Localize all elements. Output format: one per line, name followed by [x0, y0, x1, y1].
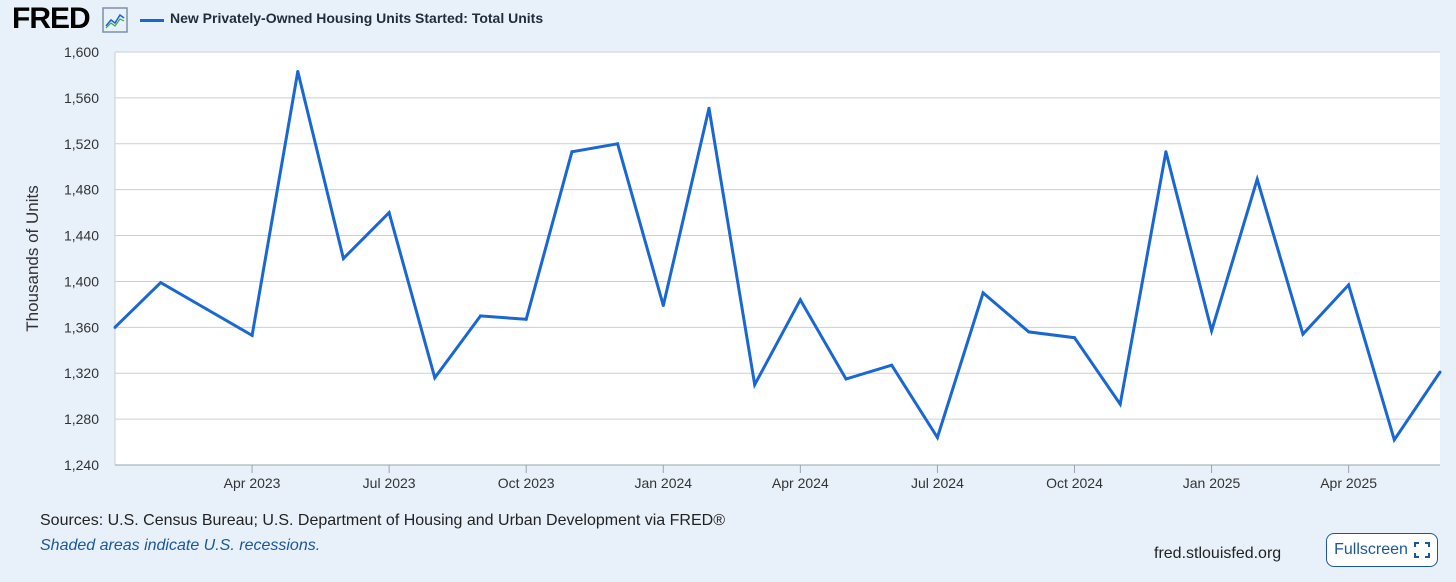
data-point [753, 383, 757, 387]
data-point [479, 314, 483, 318]
y-tick-label: 1,240 [64, 457, 99, 473]
data-point [661, 304, 665, 308]
data-point [844, 377, 848, 381]
data-point [798, 298, 802, 302]
recession-note: Shaded areas indicate U.S. recessions. [40, 537, 321, 554]
data-point [1072, 336, 1076, 340]
data-point [204, 307, 208, 311]
data-point [433, 376, 437, 380]
fullscreen-label: Fullscreen [1334, 541, 1408, 558]
data-point [387, 211, 391, 215]
data-point [296, 70, 300, 74]
data-point [707, 106, 711, 110]
y-axis-label: Thousands of Units [23, 185, 42, 331]
sources-text: Sources: U.S. Census Bureau; U.S. Depart… [40, 512, 725, 529]
x-tick-label: Jan 2025 [1183, 475, 1241, 491]
data-point [981, 291, 985, 295]
data-point [935, 435, 939, 439]
y-tick-label: 1,400 [64, 273, 99, 289]
expand-icon [1413, 542, 1430, 558]
data-point [1164, 150, 1168, 154]
y-tick-label: 1,440 [64, 228, 99, 244]
y-tick-label: 1,360 [64, 319, 99, 335]
data-point [1255, 177, 1259, 181]
y-tick-label: 1,560 [64, 90, 99, 106]
data-point [1210, 329, 1214, 333]
data-point [1347, 283, 1351, 287]
x-tick-label: Oct 2024 [1046, 475, 1103, 491]
data-point [159, 281, 163, 285]
x-tick-label: Apr 2025 [1320, 475, 1377, 491]
x-tick-label: Jan 2024 [634, 475, 692, 491]
site-url[interactable]: fred.stlouisfed.org [1154, 545, 1282, 562]
data-point [1438, 370, 1442, 374]
legend-swatch [140, 19, 164, 22]
line-chart-icon [102, 7, 128, 33]
y-tick-label: 1,600 [64, 44, 99, 60]
chart-header: FRED New Privately-Owned Housing Units S… [0, 0, 1456, 42]
data-point [890, 363, 894, 367]
data-point [1118, 402, 1122, 406]
x-tick-label: Jul 2024 [911, 475, 964, 491]
x-tick-label: Apr 2024 [772, 475, 829, 491]
data-point [341, 257, 345, 260]
data-point [1392, 438, 1396, 442]
fullscreen-button[interactable]: Fullscreen [1326, 533, 1438, 567]
series-line [113, 71, 1442, 444]
y-tick-label: 1,520 [64, 136, 99, 152]
plot-area [115, 52, 1440, 465]
data-point [1301, 332, 1305, 336]
y-tick-label: 1,480 [64, 182, 99, 198]
y-tick-label: 1,280 [64, 411, 99, 427]
legend-label: New Privately-Owned Housing Units Starte… [170, 10, 544, 26]
fred-logo[interactable]: FRED [12, 2, 91, 35]
y-tick-label: 1,320 [64, 365, 99, 381]
data-point [250, 333, 254, 337]
data-point [570, 150, 574, 154]
data-point [616, 142, 620, 146]
data-point [113, 325, 117, 329]
x-tick-label: Jul 2023 [363, 475, 416, 491]
x-tick-label: Apr 2023 [224, 475, 281, 491]
data-point [1027, 330, 1031, 334]
data-point [524, 317, 528, 321]
x-tick-label: Oct 2023 [498, 475, 555, 491]
line-chart: 1,240 1,280 1,320 1,360 1,400 1,440 1,480 1,520… [23, 44, 1442, 491]
